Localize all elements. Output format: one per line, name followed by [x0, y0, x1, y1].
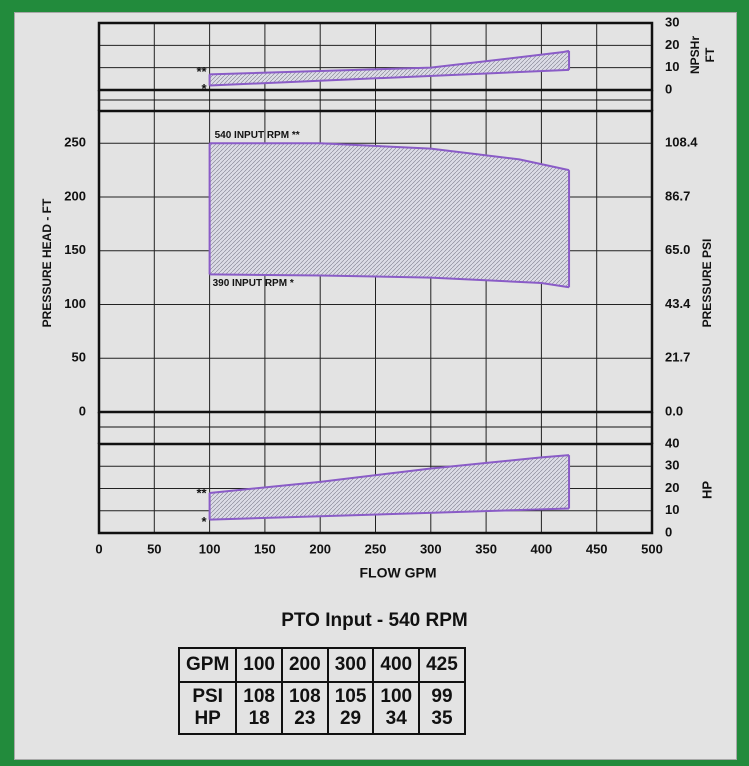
x-tick-label: 100 — [199, 541, 221, 556]
hp-lower-marker: * — [202, 514, 208, 529]
pto-header-cell: 425 — [418, 647, 466, 683]
hp-tick-label: 20 — [665, 480, 679, 495]
x-tick-label: 300 — [420, 541, 442, 556]
pressure-right-tick-label: 65.0 — [665, 242, 690, 257]
pressure-right-tick-label: 0.0 — [665, 403, 683, 418]
pto-value-cell: 100 34 — [372, 681, 421, 735]
pto-value-cell: 99 35 — [418, 681, 466, 735]
pto-value-cell: PSI HP — [177, 681, 238, 735]
npsh-tick-label: 10 — [665, 59, 679, 74]
npsh-tick-label: 0 — [665, 81, 672, 96]
x-tick-label: 350 — [475, 541, 497, 556]
pto-hp-value: 18 — [248, 708, 270, 729]
pto-hp-value: 35 — [431, 708, 453, 729]
pto-header-cell: 100 — [235, 647, 283, 683]
hp-upper-curve — [209, 454, 570, 494]
hp-tick-label: 0 — [665, 524, 672, 539]
pto-hp-value: 34 — [385, 708, 407, 729]
hp-axis-label: HP — [699, 481, 714, 499]
pto-header-cell: 200 — [280, 647, 329, 683]
x-tick-label: 250 — [365, 541, 387, 556]
x-tick-label: 400 — [531, 541, 553, 556]
pto-value-cell: 108 23 — [280, 681, 329, 735]
pressure-upper-curve — [209, 142, 570, 172]
pto-hp-value: HP — [194, 708, 221, 729]
pto-table: GPM 100 200 300 400 425 PSI HP 108 18 108 23 105 29 1… — [177, 647, 466, 735]
hp-tick-label: 10 — [665, 502, 679, 517]
npsh-axis-label-unit: FT — [703, 47, 717, 62]
npsh-upper-marker: ** — [196, 64, 207, 79]
pto-header-cell: 400 — [372, 647, 421, 683]
pressure-right-tick-label: 43.4 — [665, 296, 691, 311]
x-tick-label: 200 — [309, 541, 331, 556]
pressure-left-tick-label: 200 — [64, 188, 86, 203]
hp-range-area — [209, 455, 570, 520]
hp-panel-frame — [97, 442, 654, 535]
pto-header-cell: 300 — [326, 647, 375, 683]
npsh-lower-curve — [209, 68, 570, 87]
pressure-panel-frame — [97, 109, 654, 414]
hp-upper-marker: ** — [196, 485, 207, 500]
hp-tick-label: 40 — [665, 435, 679, 450]
pto-value-cell: 105 29 — [326, 681, 375, 735]
pressure-right-tick-label: 108.4 — [665, 135, 698, 150]
pressure-lower-curve — [209, 273, 570, 289]
npsh-lower-marker: * — [202, 81, 208, 96]
pressure-left-tick-label: 0 — [79, 403, 86, 418]
pressure-right-tick-label: 21.7 — [665, 350, 690, 365]
pto-psi-value: 108 — [243, 686, 275, 707]
pto-hp-value: 23 — [294, 708, 316, 729]
pto-hp-value: 29 — [339, 708, 362, 729]
lower-curve-label: 390 INPUT RPM * — [213, 278, 294, 289]
x-tick-label: 0 — [95, 541, 102, 556]
x-axis-label: FLOW GPM — [360, 565, 437, 581]
pump-performance-chart: 0 50 100 150 200 250 300 350 400 450 5003020100403… — [40, 14, 717, 581]
pto-psi-value: 108 — [288, 686, 321, 707]
pressure-left-tick-label: 100 — [64, 296, 86, 311]
npsh-upper-curve — [209, 49, 570, 76]
pto-header-cell: GPM — [177, 647, 238, 683]
x-tick-label: 150 — [254, 541, 276, 556]
hp-tick-label: 30 — [665, 458, 679, 473]
x-tick-label: 500 — [641, 541, 663, 556]
npsh-axis-label: NPSHr — [688, 36, 702, 74]
pto-psi-value: 100 — [380, 686, 413, 707]
npsh-tick-label: 30 — [665, 14, 679, 29]
pto-value-cell: 108 18 — [235, 681, 283, 735]
pto-value-row: PSI HP 108 18 108 23 105 29 100 34 99 35 — [177, 681, 466, 735]
upper-curve-label: 540 INPUT RPM ** — [215, 130, 300, 141]
x-tick-label: 50 — [147, 541, 161, 556]
pto-psi-value: 105 — [334, 686, 367, 707]
pressure-right-tick-label: 86.7 — [665, 188, 690, 203]
x-tick-label: 450 — [586, 541, 608, 556]
pressure-left-tick-label: 50 — [72, 350, 86, 365]
hp-lower-curve — [209, 507, 570, 521]
npsh-range-area — [209, 50, 570, 86]
y-axis-label-right: PRESSURE PSI — [700, 239, 714, 328]
pto-psi-value: 99 — [431, 686, 453, 707]
pto-title: PTO Input - 540 RPM — [281, 610, 468, 631]
npsh-tick-label: 20 — [665, 37, 679, 52]
pto-header-row: GPM 100 200 300 400 425 — [177, 647, 466, 683]
pto-psi-value: PSI — [192, 686, 223, 707]
pressure-left-tick-label: 150 — [64, 242, 86, 257]
npsh-panel-frame — [97, 21, 654, 92]
pressure-left-tick-label: 250 — [64, 135, 86, 150]
y-axis-label-left: PRESSURE HEAD - FT — [40, 198, 54, 327]
pressure-range-area — [209, 143, 570, 288]
